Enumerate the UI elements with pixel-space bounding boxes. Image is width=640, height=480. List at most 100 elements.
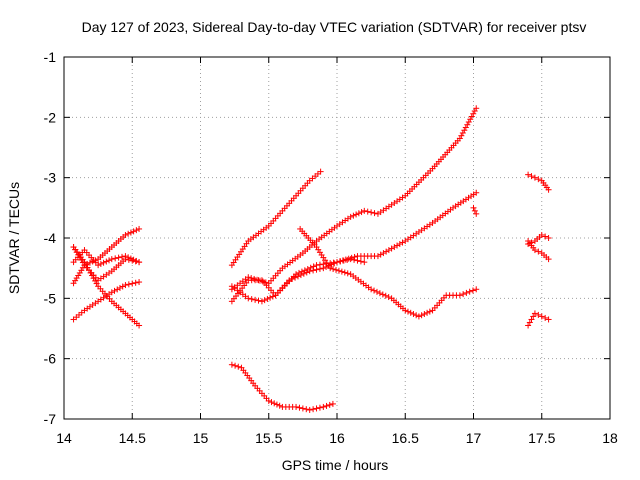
data-point-marker — [410, 311, 417, 318]
data-point-marker — [361, 207, 368, 214]
data-point-marker — [136, 279, 143, 286]
data-point-marker — [459, 129, 466, 136]
data-point-marker — [86, 259, 93, 266]
data-point-marker — [364, 208, 371, 215]
data-point-marker — [89, 258, 96, 265]
data-point-marker — [334, 259, 340, 266]
data-point-marker — [313, 266, 320, 273]
series-s11 — [228, 361, 336, 413]
chart-title: Day 127 of 2023, Sidereal Day-to-day VTE… — [82, 19, 587, 35]
data-point-marker — [310, 406, 317, 413]
series-s13 — [525, 171, 552, 193]
data-point-marker — [538, 231, 545, 238]
data-point-marker — [273, 401, 280, 408]
data-point-marker — [335, 267, 342, 274]
data-point-marker — [261, 297, 268, 304]
data-point-marker — [326, 401, 333, 408]
data-point-marker — [286, 277, 293, 284]
x-tick-label: 16 — [329, 430, 345, 446]
grid-lines — [64, 57, 610, 419]
data-point-marker — [368, 209, 375, 216]
x-tick-label: 15 — [193, 430, 209, 446]
data-point-marker — [421, 311, 428, 318]
data-point-marker — [338, 268, 345, 275]
data-point-marker — [426, 308, 433, 315]
series-s9 — [228, 256, 368, 305]
data-point-marker — [310, 267, 317, 274]
data-point-marker — [470, 110, 477, 117]
tick-labels: 14 14.5 15 15.5 16 16.5 17 17.5 18 -7 -6 -5 -4 -3 -2 -1 — [44, 49, 618, 446]
data-point-marker — [418, 312, 425, 319]
data-point-marker — [136, 259, 143, 266]
data-point-marker — [473, 105, 480, 112]
data-point-marker — [545, 316, 552, 323]
x-axis-title: GPS time / hours — [282, 457, 389, 473]
data-point-marker — [313, 405, 320, 412]
data-point-marker — [468, 113, 475, 120]
data-point-marker — [528, 316, 535, 323]
series-s15 — [525, 238, 552, 263]
data-point-marker — [329, 400, 336, 407]
data-point-marker — [303, 269, 310, 276]
data-point-marker — [122, 253, 129, 260]
data-point-marker — [130, 256, 137, 263]
data-point-marker — [106, 257, 113, 264]
data-point-marker — [371, 210, 378, 217]
data-point-marker — [297, 272, 304, 279]
data-point-marker — [122, 231, 129, 238]
data-point-marker — [267, 294, 274, 301]
data-point-marker — [470, 204, 477, 211]
data-point-marker — [413, 312, 420, 319]
data-point-marker — [320, 265, 327, 272]
data-point-marker — [545, 235, 552, 241]
data-point-marker — [316, 404, 323, 411]
data-point-marker — [129, 280, 136, 287]
y-tick-label: -7 — [44, 411, 57, 427]
data-point-marker — [465, 118, 472, 125]
data-point-marker — [404, 308, 411, 315]
data-point-marker — [424, 309, 431, 316]
data-point-marker — [344, 256, 351, 263]
data-point-marker — [136, 322, 143, 329]
data-point-marker — [116, 284, 123, 291]
data-point-marker — [327, 265, 334, 272]
data-point-marker — [328, 261, 335, 268]
data-point-marker — [108, 256, 115, 263]
data-point-marker — [306, 268, 313, 275]
data-point-marker — [132, 279, 139, 286]
x-tick-label: 16.5 — [392, 430, 419, 446]
x-tick-label: 18 — [602, 430, 618, 446]
data-point-marker — [340, 257, 347, 264]
data-point-marker — [382, 292, 389, 299]
data-point-marker — [535, 176, 542, 183]
data-point-marker — [525, 322, 532, 329]
data-point-marker — [545, 256, 552, 263]
data-point-marker — [306, 406, 313, 413]
series-s7 — [228, 105, 480, 293]
data-point-marker — [456, 135, 463, 142]
data-point-marker — [114, 286, 121, 293]
data-point-marker — [358, 209, 365, 216]
data-point-marker — [248, 296, 255, 303]
data-point-marker — [264, 295, 271, 302]
data-point-marker — [323, 402, 330, 409]
x-tick-label: 17 — [466, 430, 482, 446]
data-point-marker — [535, 311, 542, 318]
data-point-marker — [127, 255, 134, 262]
data-point-marker — [402, 307, 409, 314]
data-point-marker — [407, 309, 414, 316]
data-point-marker — [415, 313, 422, 320]
data-point-marker — [542, 233, 549, 240]
series-s5 — [70, 244, 143, 329]
data-point-marker — [371, 287, 378, 294]
data-point-marker — [538, 313, 545, 320]
data-point-marker — [330, 266, 337, 273]
data-point-marker — [295, 273, 301, 280]
data-point-marker — [265, 397, 272, 404]
data-point-marker — [373, 288, 380, 295]
data-point-marker — [119, 283, 126, 290]
data-point-marker — [268, 399, 275, 406]
data-point-marker — [463, 289, 470, 296]
x-tick-label: 14.5 — [119, 430, 146, 446]
